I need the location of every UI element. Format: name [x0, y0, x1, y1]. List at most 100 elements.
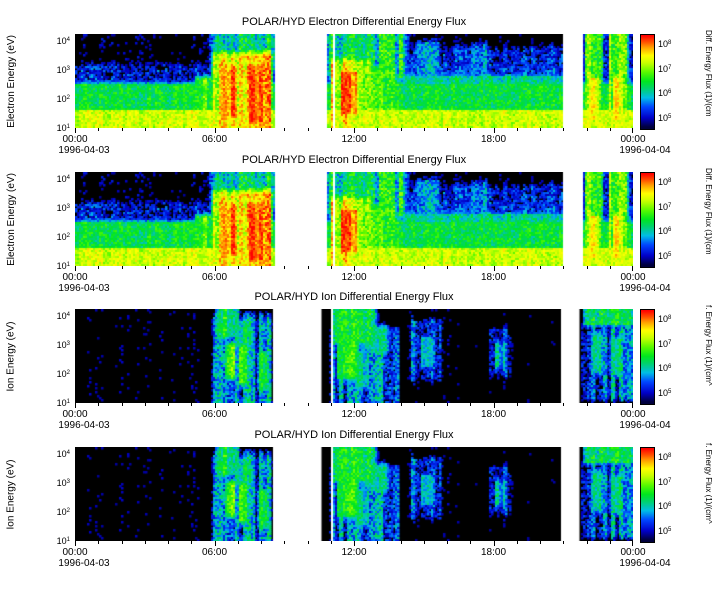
spectrogram-canvas	[75, 34, 633, 128]
colorbar-tick-label: 108	[658, 313, 672, 324]
x-tick-mark	[632, 541, 633, 546]
y-tick-label: 103	[56, 478, 70, 489]
x-tick-mark	[98, 128, 100, 131]
x-tick-mark	[168, 541, 169, 544]
x-tick-mark	[75, 403, 76, 408]
y-tick-label: 102	[56, 507, 70, 518]
x-tick-mark	[354, 403, 355, 408]
x-tick-mark	[121, 266, 123, 269]
x-tick-mark	[75, 266, 76, 271]
x-tick-mark	[330, 403, 332, 406]
x-axis-date-right: 1996-04-04	[619, 145, 671, 156]
y-tick-label: 102	[56, 94, 70, 105]
x-tick-mark	[423, 128, 425, 131]
colorbar-tick-label: 105	[658, 251, 672, 262]
x-tick-label: 12:00	[341, 409, 367, 420]
y-tick-label: 103	[56, 203, 70, 214]
colorbar-tick-label: 108	[658, 38, 672, 49]
x-tick-mark	[516, 128, 518, 131]
x-tick-mark	[237, 266, 239, 269]
x-tick-mark	[470, 128, 472, 131]
x-tick-mark	[168, 266, 169, 269]
x-tick-label: 00:00	[620, 409, 646, 420]
x-axis-tick-labels: 00:00 06:00 12:00 18:00 00:00	[62, 134, 645, 145]
x-tick-mark	[447, 266, 448, 269]
panel-title: POLAR/HYD Electron Differential Energy F…	[241, 154, 467, 166]
x-axis-date-right: 1996-04-04	[619, 283, 671, 294]
x-tick-mark	[586, 541, 588, 544]
x-tick-mark	[563, 541, 565, 544]
x-tick-mark	[563, 266, 565, 269]
x-tick-mark	[586, 403, 588, 406]
colorbar-tick-label: 105	[658, 526, 672, 537]
x-tick-mark	[98, 541, 100, 544]
x-tick-mark	[284, 541, 286, 544]
x-axis-date-left: 1996-04-03	[58, 283, 110, 294]
x-tick-mark	[261, 266, 262, 269]
x-tick-mark	[516, 403, 518, 406]
x-tick-mark	[191, 541, 193, 544]
y-tick-label: 102	[56, 369, 70, 380]
x-tick-label: 12:00	[341, 547, 367, 558]
x-tick-mark	[563, 403, 565, 406]
x-tick-mark	[144, 266, 146, 269]
x-tick-mark	[540, 128, 541, 131]
x-tick-mark	[261, 541, 262, 544]
y-tick-label: 103	[56, 65, 70, 76]
x-axis-ticks	[75, 128, 633, 134]
y-axis-title-text: Electron Energy (eV)	[5, 172, 17, 266]
x-tick-mark	[540, 541, 541, 544]
x-tick-mark	[377, 266, 379, 269]
x-axis-ticks	[75, 266, 633, 272]
x-tick-mark	[609, 266, 611, 269]
x-tick-mark	[447, 541, 448, 544]
colorbar-title: f. Energy Flux (1)/(cm^	[704, 305, 713, 386]
colorbar-tick-label: 106	[658, 501, 672, 512]
x-tick-mark	[237, 403, 239, 406]
colorbar-tick-label: 108	[658, 176, 672, 187]
x-tick-mark	[447, 128, 448, 131]
colorbar	[640, 309, 655, 405]
x-tick-label: 18:00	[480, 409, 507, 420]
x-tick-mark	[540, 266, 541, 269]
x-tick-mark	[98, 266, 100, 269]
x-tick-mark	[493, 403, 495, 408]
colorbar-tick-labels: 105 106 107 108	[658, 34, 700, 128]
spectrogram-plot	[75, 172, 633, 266]
y-axis-title: Ion Energy (eV)	[4, 309, 18, 403]
x-tick-mark	[214, 266, 216, 271]
colorbar	[640, 34, 655, 130]
x-tick-mark	[330, 128, 332, 131]
x-tick-label: 18:00	[480, 272, 507, 283]
spectrogram-plot	[75, 34, 633, 128]
x-tick-mark	[470, 541, 472, 544]
y-tick-label: 101	[56, 398, 70, 408]
colorbar-tick-label: 106	[658, 88, 672, 99]
colorbar-tick-label: 107	[658, 63, 672, 74]
spectrogram-canvas	[75, 309, 633, 403]
electron-flux-panel-2: POLAR/HYD Electron Differential Energy F…	[0, 152, 722, 294]
colorbar	[640, 447, 655, 543]
x-tick-mark	[121, 403, 123, 406]
x-tick-mark	[632, 128, 633, 133]
x-axis-date-right: 1996-04-04	[619, 558, 671, 569]
colorbar-tick-label: 105	[658, 388, 672, 399]
y-axis-title: Electron Energy (eV)	[4, 172, 18, 266]
x-tick-label: 00:00	[620, 272, 646, 283]
x-axis-date-left: 1996-04-03	[58, 558, 110, 569]
x-tick-mark	[75, 541, 76, 546]
panel-title: POLAR/HYD Electron Differential Energy F…	[241, 16, 467, 28]
y-tick-label: 101	[56, 261, 70, 271]
y-axis-tick-labels: 101 102 103 104	[38, 172, 72, 271]
x-tick-mark	[75, 128, 76, 133]
y-tick-label: 103	[56, 340, 70, 351]
x-tick-mark	[540, 403, 541, 406]
x-tick-mark	[586, 266, 588, 269]
x-tick-mark	[563, 128, 565, 131]
electron-flux-panel-1: POLAR/HYD Electron Differential Energy F…	[0, 14, 722, 156]
y-tick-label: 104	[56, 311, 70, 322]
colorbar-tick-label: 107	[658, 338, 672, 349]
x-tick-mark	[516, 541, 518, 544]
x-tick-mark	[423, 403, 425, 406]
x-tick-mark	[214, 403, 216, 408]
